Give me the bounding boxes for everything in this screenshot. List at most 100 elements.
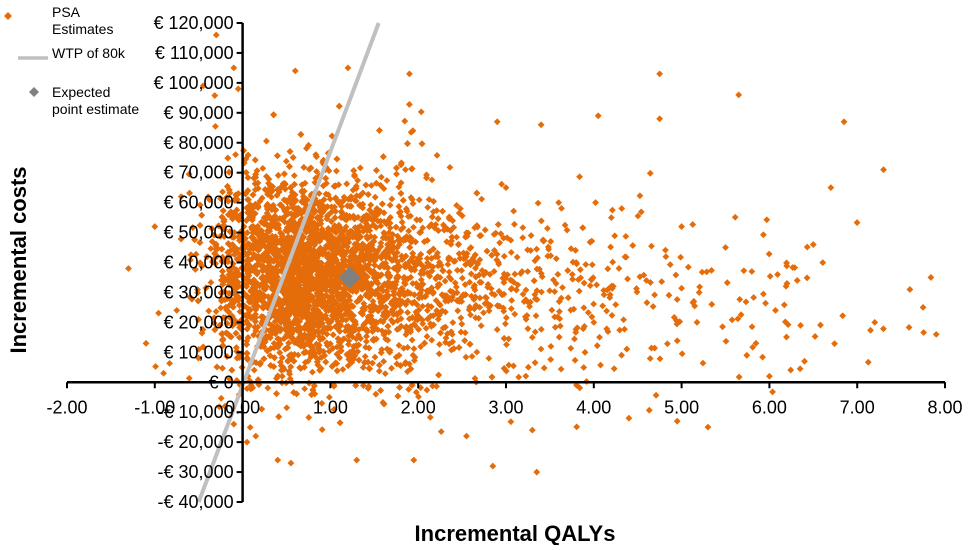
psa-point [242,155,250,163]
psa-point [346,309,354,316]
psa-point [377,181,385,189]
psa-point [375,285,382,293]
psa-point [260,303,267,311]
psa-point [433,151,441,159]
psa-point [363,284,370,292]
psa-point [555,199,563,207]
psa-point [332,208,340,215]
psa-point [538,288,545,296]
psa-point [302,348,310,356]
psa-point [528,426,536,434]
psa-point [315,333,323,340]
psa-point [363,332,370,340]
psa-point [296,364,304,372]
psa-point [439,207,446,215]
psa-point [366,206,374,214]
psa-point [522,372,530,380]
psa-point [310,208,318,216]
psa-point [488,251,496,259]
psa-point [449,338,457,346]
psa-point [249,191,257,199]
psa-point [280,318,288,326]
psa-point [749,343,757,351]
psa-point [404,368,411,376]
psa-point [243,341,251,348]
psa-point [266,327,273,334]
psa-point [413,301,421,309]
psa-point [621,325,628,333]
psa-point [274,456,282,464]
psa-point [514,281,522,289]
psa-point [220,233,228,240]
psa-point [499,274,507,282]
psa-point [261,236,269,244]
psa-point [398,218,406,226]
psa-point [580,279,588,287]
psa-point [339,335,347,343]
psa-point [317,216,325,224]
psa-point [673,337,681,345]
psa-point [225,308,233,316]
psa-point [567,344,575,352]
psa-point [564,294,572,302]
psa-point [270,363,278,370]
psa-point [424,307,431,314]
psa-point [206,196,214,204]
psa-point [418,262,426,269]
psa-point [579,325,587,333]
psa-point [275,301,283,309]
psa-point [417,108,425,116]
psa-point [291,67,299,75]
psa-point [195,354,202,362]
psa-point [317,235,325,243]
psa-point [280,247,288,255]
psa-point [321,286,329,293]
psa-point [246,307,253,315]
psa-point [339,365,347,373]
psa-point [367,201,375,209]
psa-point [429,289,437,297]
psa-point [260,355,268,363]
psa-point [303,144,310,152]
psa-point [224,240,232,248]
psa-point [531,328,539,336]
psa-point [401,263,409,270]
psa-point [404,344,412,351]
psa-point [296,266,304,274]
psa-point [341,226,349,234]
psa-point [313,168,321,175]
psa-point [445,268,453,276]
psa-point [570,305,578,313]
psa-point [377,387,385,394]
psa-point [742,298,750,306]
psa-point [352,320,359,328]
psa-point [475,314,483,322]
psa-point [527,247,535,254]
psa-point [434,249,441,257]
psa-point [221,402,229,410]
psa-point [229,260,237,268]
psa-point [353,260,361,268]
psa-point [276,336,284,344]
psa-point [374,247,382,254]
psa-point [784,321,792,329]
psa-point [287,192,295,200]
psa-point [223,353,231,360]
psa-point [417,270,425,278]
psa-point [262,285,269,293]
psa-point [377,173,385,181]
psa-point [284,227,292,235]
psa-point [348,358,356,366]
psa-point [279,215,287,222]
psa-point [349,186,357,194]
psa-point [393,311,401,319]
psa-point [260,313,267,321]
psa-point [507,305,515,313]
psa-point [407,212,414,220]
psa-point [580,304,588,312]
psa-point [551,323,559,331]
psa-point [229,277,237,285]
psa-point [217,394,225,402]
psa-point [392,253,399,261]
